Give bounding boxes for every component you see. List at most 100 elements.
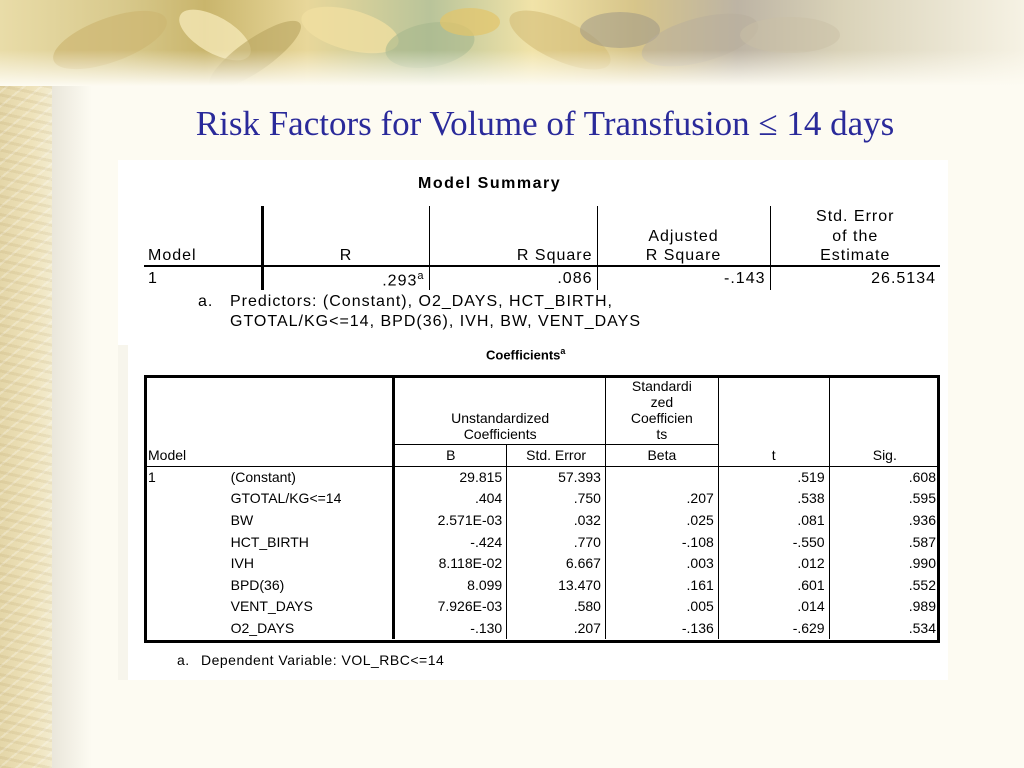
header-t: t: [717, 444, 830, 467]
cell-b: .404: [392, 487, 507, 510]
table-row: IVH 8.118E-02 6.667 .003 .012 .990: [144, 552, 940, 575]
cell-beta: .005: [604, 595, 719, 618]
footnote-line2: GTOTAL/KG<=14, BPD(36), IVH, BW, VENT_DA…: [230, 313, 642, 330]
cell-variable: HCT_BIRTH: [230, 533, 309, 550]
decorative-banner: [0, 0, 1024, 86]
coefficients-subheader-row: Model B Std. Error Beta t Sig.: [144, 444, 940, 467]
cell-beta: .003: [604, 552, 719, 575]
footnote-text: Dependent Variable: VOL_RBC<=14: [201, 652, 445, 668]
cell-std-error: .580: [506, 595, 606, 618]
row-r-square: .086: [428, 264, 597, 291]
cell-b: 8.118E-02: [392, 552, 507, 575]
header-b: B: [392, 444, 507, 467]
cell-b: 2.571E-03: [392, 509, 507, 531]
cell-std-error: 6.667: [506, 552, 606, 575]
parchment-shadow: [52, 0, 92, 768]
table-row: VENT_DAYS 7.926E-03 .580 .005 .014 .989: [144, 595, 940, 618]
cell-variable: (Constant): [226, 465, 394, 488]
footnote-marker: a.: [177, 652, 190, 668]
table-row: O2_DAYS -.130 .207 -.136 -.629 .534: [144, 617, 940, 639]
cell-variable: VENT_DAYS: [230, 598, 313, 615]
header-model: Model: [148, 247, 197, 264]
panel-notch: [118, 345, 128, 680]
table-row: HCT_BIRTH -.424 .770 -.108 -.550 .587: [144, 530, 940, 553]
page-title: Risk Factors for Volume of Transfusion ≤…: [195, 104, 895, 143]
header-unstandardized: Unstandardized Coefficients: [392, 375, 606, 445]
row-adjusted: -.143: [596, 264, 770, 291]
cell-std-error: 57.393: [506, 465, 606, 488]
coefficients-footnote: a. Dependent Variable: VOL_RBC<=14: [177, 650, 444, 670]
header-adjusted-line2: R Square: [596, 246, 770, 266]
cell-sig: .989: [828, 595, 940, 618]
header-r-square: R Square: [428, 206, 597, 266]
header-standardized: Standardi zed Coefficien ts: [604, 375, 719, 445]
cell-t: -.629: [717, 617, 830, 639]
header-blank: [144, 375, 394, 445]
header-std-error-line1: Std. Error: [769, 206, 940, 226]
cell-t: .081: [717, 509, 830, 531]
cell-t: .519: [717, 465, 830, 488]
cell-t: .012: [717, 552, 830, 575]
header-sig: Sig.: [828, 444, 940, 467]
cell-std-error: .207: [506, 617, 606, 639]
cell-model: [144, 488, 227, 510]
cell-sig: .595: [828, 487, 940, 510]
cell-sig: .552: [828, 574, 940, 596]
coefficients-body: 1 (Constant) 29.815 57.393 .519 .608 GTO…: [144, 465, 940, 639]
cell-sig: .936: [828, 509, 940, 531]
header-std-error: Std. Error: [506, 444, 606, 467]
cell-sig: .587: [828, 530, 940, 553]
cell-std-error: .770: [506, 530, 606, 553]
cell-beta: .161: [604, 574, 719, 596]
header-std-error-line3: Estimate: [769, 246, 940, 266]
table-row: 1 .293a .086 -.143 26.5134: [144, 264, 940, 291]
model-summary-caption: Model Summary: [418, 175, 562, 192]
header-adjusted-spacer: [596, 206, 770, 226]
cell-variable: O2_DAYS: [230, 620, 295, 637]
header-adjusted-line1: Adjusted: [596, 226, 770, 246]
table-row: BPD(36) 8.099 13.470 .161 .601 .552: [144, 574, 940, 596]
cell-std-error: 13.470: [506, 574, 606, 596]
table-row: BW 2.571E-03 .032 .025 .081 .936: [144, 509, 940, 531]
cell-model: [144, 596, 227, 618]
model-summary-header-row: Model R R Square Std. Error: [144, 206, 940, 266]
cell-b: -.424: [392, 530, 507, 553]
row-std-error: 26.5134: [769, 264, 940, 291]
model-summary-table: Model R R Square Std. Error Adjusted of …: [144, 206, 940, 291]
coefficients-table: Unstandardized Coefficients Standardi ze…: [144, 375, 940, 639]
cell-beta: .207: [604, 487, 719, 510]
coefficients-header-row: Unstandardized Coefficients Standardi ze…: [144, 375, 940, 445]
cell-std-error: .032: [506, 509, 606, 531]
cell-variable: BW: [230, 512, 254, 529]
cell-model: [144, 509, 227, 531]
model-summary-header-row-3: R Square Estimate: [144, 246, 940, 266]
cell-variable: IVH: [230, 555, 254, 572]
table-row: GTOTAL/KG<=14 .404 .750 .207 .538 .595: [144, 487, 940, 510]
cell-model: [144, 617, 227, 639]
row-model: 1: [144, 264, 262, 291]
row-r: .293a: [260, 264, 429, 291]
cell-model: 1: [144, 465, 227, 488]
cell-model: [144, 531, 227, 553]
cell-b: -.130: [392, 617, 507, 639]
footnote-line1: Predictors: (Constant), O2_DAYS, HCT_BIR…: [230, 293, 613, 310]
model-summary-header-row-2: Adjusted of the: [144, 226, 940, 246]
header-std-error-line2: of the: [769, 226, 940, 246]
cell-sig: .990: [828, 552, 940, 575]
header-r: R: [260, 206, 429, 266]
header-model: Model: [148, 447, 187, 464]
model-summary-footnote: a. Predictors: (Constant), O2_DAYS, HCT_…: [198, 292, 641, 332]
header-sig-spacer: [828, 375, 940, 445]
cell-sig: .608: [828, 465, 940, 488]
header-t-spacer: [717, 375, 830, 445]
cell-b: 8.099: [392, 574, 507, 596]
cell-b: 7.926E-03: [392, 595, 507, 618]
cell-t: .601: [717, 574, 830, 596]
cell-variable: BPD(36): [230, 576, 285, 593]
cell-t: -.550: [717, 530, 830, 553]
cell-beta: [604, 465, 719, 488]
cell-b: 29.815: [392, 465, 507, 488]
coefficients-caption: Coefficientsa: [486, 346, 566, 363]
cell-model: [144, 552, 227, 574]
cell-variable: GTOTAL/KG<=14: [230, 490, 342, 507]
